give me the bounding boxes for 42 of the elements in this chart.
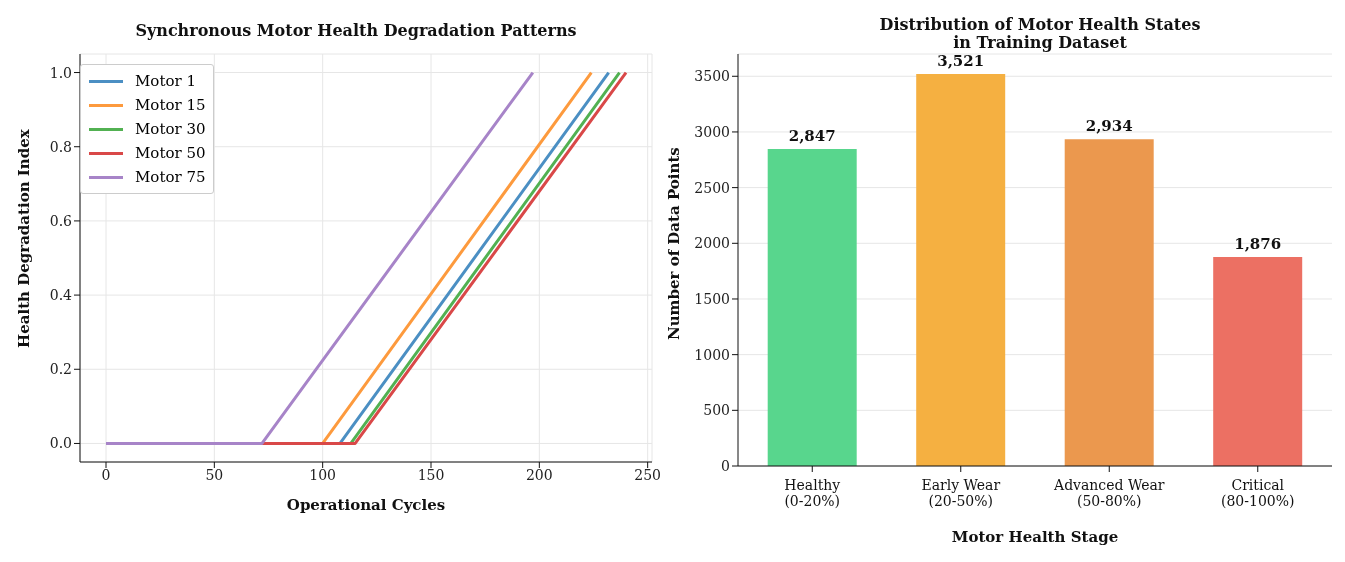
- x-tick-label: 250: [634, 466, 662, 483]
- data-label: 1,876: [1234, 235, 1282, 254]
- x-axis-title: Operational Cycles: [286, 496, 446, 514]
- x-tick-label: 50: [205, 466, 224, 483]
- y-tick-label: 0.2: [49, 361, 72, 378]
- data-label: 2,934: [1085, 117, 1133, 136]
- y-tick-label: 500: [703, 402, 730, 419]
- x-tick-label: Healthy (0-20%): [784, 477, 841, 510]
- y-axis-title: Health Degradation Index: [15, 128, 34, 348]
- y-tick-label: 1.0: [49, 64, 72, 81]
- x-tick-label: Early Wear (20-50%): [921, 477, 1001, 510]
- legend-label: Motor 50: [135, 144, 206, 162]
- y-tick-label: 2000: [694, 235, 730, 252]
- legend-label: Motor 15: [135, 96, 206, 114]
- x-tick-label: 0: [101, 466, 111, 483]
- chart-title: Distribution of Motor Health States in Training Dataset: [879, 15, 1201, 53]
- y-tick-label: 2500: [694, 179, 730, 196]
- bar: [1064, 139, 1154, 466]
- legend-label: Motor 1: [135, 72, 196, 90]
- x-axis-title: Motor Health Stage: [951, 528, 1119, 546]
- legend-label: Motor 75: [135, 168, 206, 186]
- y-tick-label: 3500: [694, 68, 730, 85]
- y-axis-title: Number of Data Points: [665, 147, 684, 340]
- y-tick-label: 1000: [694, 346, 730, 363]
- bar: [767, 148, 857, 466]
- y-tick-label: 3000: [694, 123, 730, 140]
- bar: [916, 73, 1006, 466]
- data-label: 3,521: [937, 51, 985, 70]
- chart-title: Synchronous Motor Health Degradation Patterns: [135, 21, 577, 40]
- y-tick-label: 0.6: [49, 212, 73, 229]
- x-tick-label: 100: [309, 466, 337, 483]
- y-tick-label: 0.8: [49, 138, 72, 155]
- y-tick-label: 0.0: [49, 435, 72, 452]
- x-tick-label: 150: [417, 466, 445, 483]
- bar: [1213, 257, 1303, 466]
- y-tick-label: 0.4: [49, 287, 73, 304]
- data-label: 2,847: [788, 126, 836, 145]
- x-tick-label: Advanced Wear (50-80%): [1053, 477, 1165, 510]
- y-tick-label: 1500: [694, 290, 730, 307]
- legend-label: Motor 30: [135, 120, 206, 138]
- x-tick-label: Critical (80-100%): [1221, 477, 1295, 510]
- x-tick-label: 200: [525, 466, 553, 483]
